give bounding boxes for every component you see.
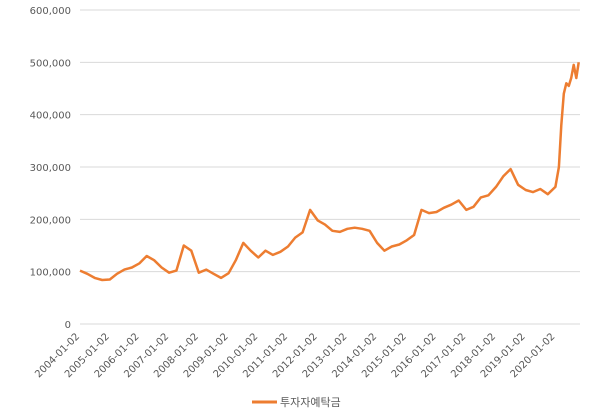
y-tick-label: 0 [65, 320, 71, 331]
gridlines [80, 9, 580, 325]
y-tick-label: 200,000 [30, 215, 71, 226]
legend-label: 투자자예탁금 [280, 396, 341, 409]
legend: 투자자예탁금 [252, 396, 341, 409]
x-axis-ticks: 2004-01-022005-01-022006-01-022007-01-02… [33, 331, 557, 380]
y-tick-label: 400,000 [30, 111, 71, 122]
y-tick-label: 100,000 [30, 268, 71, 279]
y-axis-ticks: 0 100,000 200,000 300,000 400,000 500,000 600,… [30, 6, 71, 331]
y-tick-label: 500,000 [30, 58, 71, 69]
y-tick-label: 300,000 [30, 163, 71, 174]
series-layer [79, 62, 580, 282]
y-tick-label: 600,000 [30, 6, 71, 17]
series-line [79, 62, 580, 282]
